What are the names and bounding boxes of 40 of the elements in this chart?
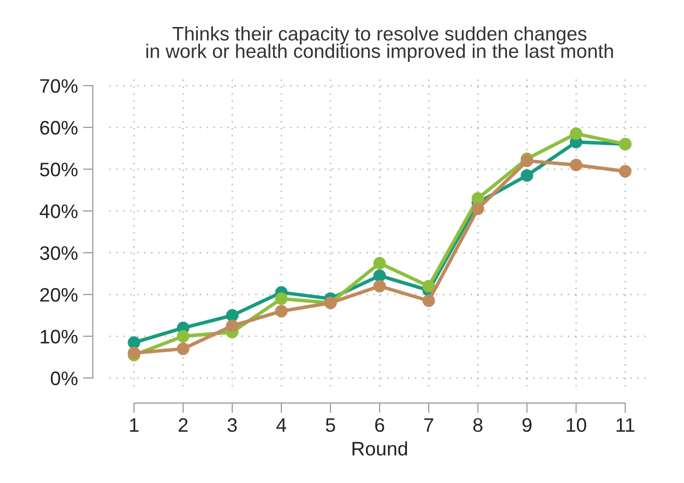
x-tick-label: 3: [228, 418, 237, 432]
point: [472, 202, 484, 216]
point: [422, 280, 435, 292]
x-tick-label: 5: [326, 418, 336, 432]
point: [570, 127, 582, 140]
x-tick-label: 9: [522, 418, 532, 432]
point: [275, 292, 288, 305]
x-tick-label: 2: [178, 418, 188, 432]
point: [472, 192, 484, 205]
y-tick-label: 40%: [40, 204, 78, 218]
point: [275, 304, 288, 318]
x-axis-title: Round: [352, 441, 408, 456]
x-tick-label: 1: [130, 418, 138, 432]
y-tick-label: 10%: [40, 330, 78, 344]
point: [373, 256, 386, 270]
point: [570, 158, 582, 172]
point: [226, 320, 238, 332]
point: [226, 309, 238, 322]
point: [373, 269, 386, 282]
y-tick-label: 30%: [40, 246, 78, 260]
y-tick-label: 50%: [40, 162, 78, 176]
y-tick-label: 60%: [40, 120, 78, 135]
point: [422, 294, 435, 308]
x-tick-label: 7: [424, 418, 434, 432]
point: [128, 336, 140, 349]
x-tick-label: 4: [276, 418, 286, 432]
point: [176, 342, 190, 356]
point: [373, 280, 386, 292]
point: [618, 165, 632, 178]
point: [176, 330, 190, 343]
x-tick-label: 8: [473, 418, 482, 432]
chart-title: Thinks their capacity to resolve sudden changes in work or health conditions improved in the last month: [146, 26, 613, 62]
y-tick-label: 0%: [50, 372, 78, 386]
y-tick-label: 20%: [40, 288, 78, 302]
point: [520, 169, 534, 182]
x-tick-label: 10: [566, 418, 586, 432]
x-tick-label: 6: [375, 418, 384, 432]
x-tick-label: 11: [616, 418, 634, 432]
point: [520, 154, 534, 168]
y-tick-label: 70%: [40, 79, 78, 93]
